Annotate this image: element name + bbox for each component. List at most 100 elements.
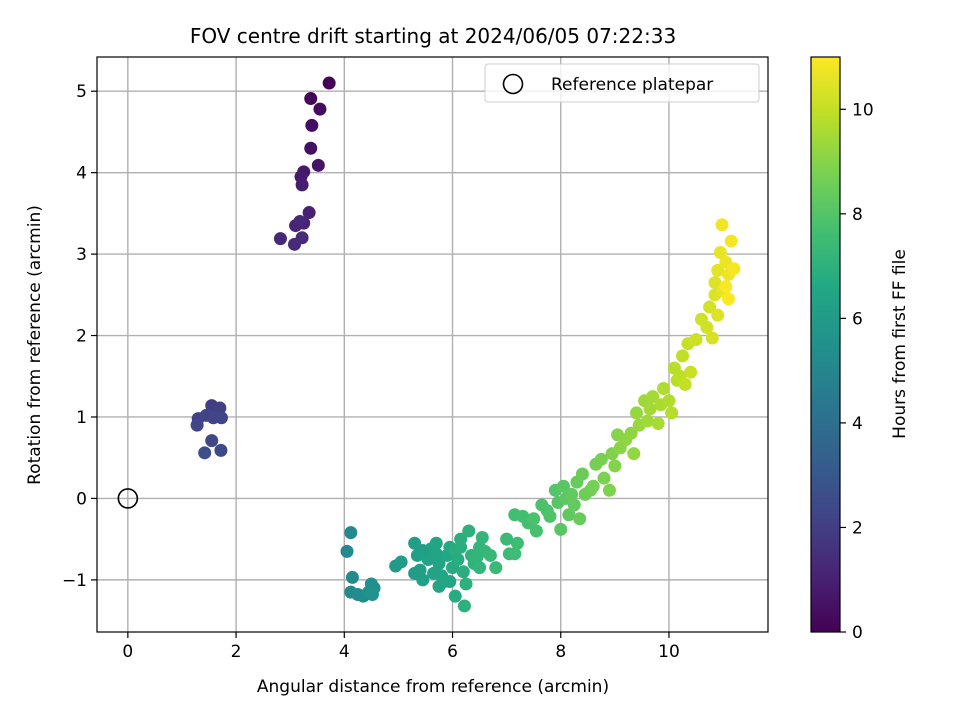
data-point bbox=[689, 333, 703, 347]
data-point bbox=[214, 411, 228, 425]
data-points bbox=[190, 76, 741, 613]
data-point bbox=[459, 577, 473, 591]
data-point bbox=[304, 141, 318, 155]
data-point bbox=[473, 561, 487, 575]
x-tick-label: 8 bbox=[555, 642, 566, 662]
colorbar-tick-label: 8 bbox=[852, 205, 863, 225]
data-point bbox=[432, 579, 446, 593]
data-point bbox=[451, 553, 465, 567]
data-point bbox=[429, 547, 443, 561]
data-point bbox=[340, 544, 354, 558]
data-point bbox=[719, 280, 733, 294]
data-point bbox=[562, 508, 576, 522]
data-point bbox=[322, 76, 336, 90]
data-point bbox=[198, 446, 212, 460]
data-point bbox=[470, 550, 484, 564]
colorbar-tick-label: 0 bbox=[852, 623, 863, 643]
colorbar-tick-label: 2 bbox=[852, 518, 863, 538]
data-point bbox=[448, 589, 462, 603]
data-point bbox=[529, 524, 543, 538]
data-point bbox=[624, 426, 638, 440]
data-point bbox=[665, 406, 679, 420]
data-point bbox=[427, 566, 441, 580]
data-point bbox=[454, 540, 468, 554]
data-point bbox=[190, 418, 204, 432]
data-point bbox=[721, 292, 735, 306]
y-tick-label: 0 bbox=[76, 489, 87, 509]
data-point bbox=[293, 215, 307, 229]
data-point bbox=[703, 300, 717, 314]
y-axis-label: Rotation from reference (arcmin) bbox=[25, 205, 45, 485]
data-point bbox=[676, 349, 690, 363]
data-point bbox=[205, 434, 219, 448]
data-point bbox=[305, 118, 319, 132]
colorbar-tick-label: 6 bbox=[852, 309, 863, 329]
legend-box bbox=[484, 63, 760, 103]
colorbar-tick-label: 10 bbox=[852, 100, 874, 120]
y-tick-label: 1 bbox=[76, 408, 87, 428]
data-point bbox=[456, 565, 470, 579]
data-point bbox=[565, 487, 579, 501]
data-point bbox=[713, 245, 727, 259]
data-point bbox=[213, 401, 227, 415]
data-point bbox=[311, 158, 325, 172]
data-point bbox=[365, 588, 379, 602]
data-point bbox=[640, 414, 654, 428]
x-tick-label: 6 bbox=[447, 642, 458, 662]
data-point bbox=[214, 443, 228, 457]
x-tick-label: 4 bbox=[339, 642, 350, 662]
data-point bbox=[462, 524, 476, 538]
data-point bbox=[483, 548, 497, 562]
data-point bbox=[416, 544, 430, 558]
data-point bbox=[543, 509, 557, 523]
data-point bbox=[715, 218, 729, 232]
data-point bbox=[304, 92, 318, 106]
legend-label: Reference platepar bbox=[551, 75, 713, 95]
data-point bbox=[273, 232, 287, 246]
legend: Reference platepar bbox=[484, 63, 760, 103]
x-tick-label: 10 bbox=[658, 642, 680, 662]
grid-lines bbox=[97, 57, 768, 632]
data-point bbox=[575, 467, 589, 481]
x-axis-label: Angular distance from reference (arcmin) bbox=[257, 677, 609, 697]
data-point bbox=[594, 452, 608, 466]
y-tick-label: 2 bbox=[76, 327, 87, 347]
data-point bbox=[573, 512, 587, 526]
data-point bbox=[302, 206, 316, 220]
x-tick-label: 2 bbox=[231, 642, 242, 662]
y-tick-label: 4 bbox=[76, 164, 87, 184]
data-point bbox=[627, 447, 641, 461]
data-point bbox=[684, 365, 698, 379]
data-point bbox=[608, 459, 622, 473]
colorbar-ticks: 0 2 4 6 8 10 bbox=[840, 100, 874, 643]
data-point bbox=[662, 394, 676, 408]
data-point bbox=[646, 390, 660, 404]
data-point bbox=[313, 102, 327, 116]
plot-area-background bbox=[97, 57, 768, 632]
data-point bbox=[429, 536, 443, 550]
data-point bbox=[345, 570, 359, 584]
y-tick-label: −1 bbox=[62, 571, 87, 591]
y-axis-ticks: −1 0 1 2 3 4 5 bbox=[62, 82, 97, 591]
data-point bbox=[678, 377, 692, 391]
x-tick-label: 0 bbox=[122, 642, 133, 662]
chart-title: FOV centre drift starting at 2024/06/05 … bbox=[190, 24, 676, 48]
data-point bbox=[630, 406, 644, 420]
data-point bbox=[556, 479, 570, 493]
colorbar-label: Hours from first FF file bbox=[890, 249, 910, 439]
data-point bbox=[475, 531, 489, 545]
data-point bbox=[597, 471, 611, 485]
plot-frame bbox=[96, 56, 769, 633]
data-point bbox=[554, 522, 568, 536]
data-point bbox=[657, 381, 671, 395]
data-point bbox=[567, 498, 581, 512]
x-axis-ticks: 0 2 4 6 8 10 bbox=[122, 632, 680, 662]
data-point bbox=[288, 237, 302, 251]
reference-platepar-marker bbox=[117, 488, 139, 509]
data-point bbox=[651, 417, 665, 431]
data-point bbox=[700, 320, 714, 334]
colorbar-tick-label: 4 bbox=[852, 414, 863, 434]
y-tick-label: 5 bbox=[76, 82, 87, 102]
data-point bbox=[711, 263, 725, 277]
